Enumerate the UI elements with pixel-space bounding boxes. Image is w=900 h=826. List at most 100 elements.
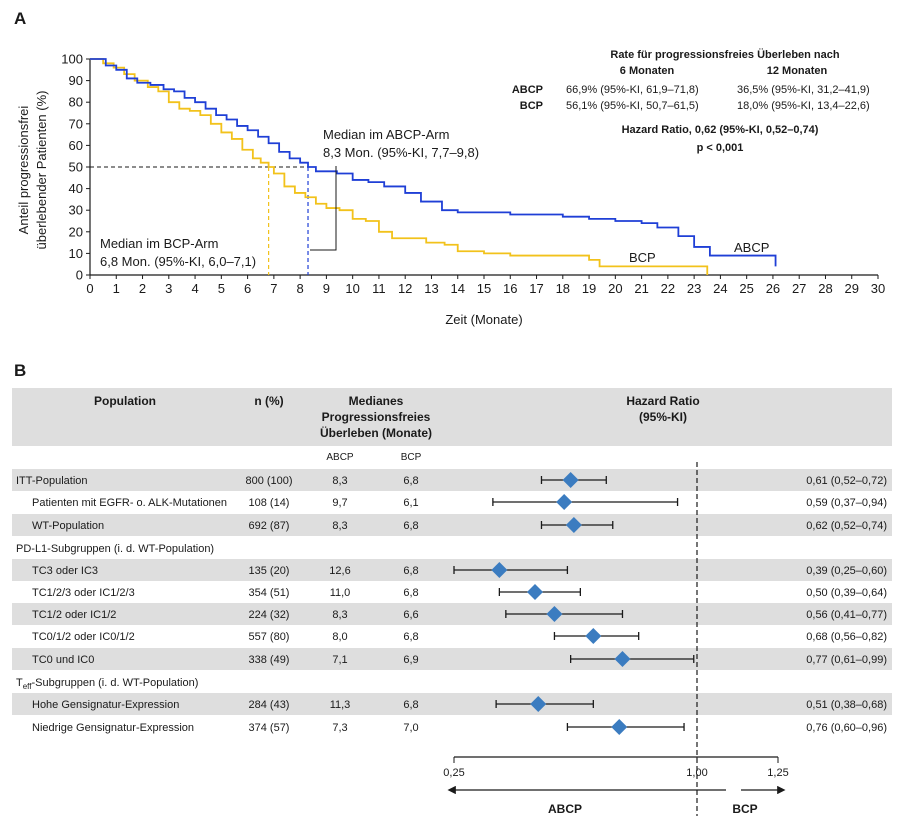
forest-row-median-bcp: 6,8 — [403, 475, 418, 487]
group-teff-title-t: T — [16, 677, 23, 689]
header-median-line1: Medianes — [349, 394, 404, 408]
forest-row-label: ITT-Population — [16, 475, 88, 487]
forest-row: Hohe Gensignatur-Expression 284 (43) 11,3 6… — [12, 693, 892, 715]
km-x-tick-label: 14 — [450, 281, 464, 296]
km-y-ticks: 0 10 20 30 40 50 60 70 80 90 100 — [61, 52, 90, 283]
median-abcp-leader — [310, 166, 337, 251]
header-n: n (%) — [254, 394, 283, 408]
forest-row-band — [12, 648, 892, 670]
forest-row-median-abcp: 8,3 — [332, 609, 347, 621]
forest-row-band — [12, 603, 892, 625]
km-x-tick-label: 16 — [503, 281, 517, 296]
rates-row-abcp-6m: 66,9% (95%-KI, 61,9–71,8) — [566, 84, 699, 96]
forest-hr-marker — [530, 696, 547, 712]
km-y-tick-label: 30 — [69, 203, 83, 218]
subheader-bcp: BCP — [401, 452, 422, 463]
km-x-tick-label: 7 — [270, 281, 277, 296]
forest-row-median-abcp: 11,3 — [330, 699, 351, 711]
forest-row-median-bcp: 6,9 — [403, 654, 418, 666]
subheader-abcp: ABCP — [326, 452, 354, 463]
group-pdl1-title: PD-L1-Subgruppen (i. d. WT-Population) — [16, 543, 214, 555]
km-x-tick-label: 3 — [165, 281, 172, 296]
forest-row-band — [12, 559, 892, 581]
forest-row-median-bcp: 6,6 — [403, 609, 418, 621]
km-x-tick-label: 2 — [139, 281, 146, 296]
km-y-axis-title-line1: Anteil progressionsfrei — [16, 106, 31, 235]
km-x-tick-label: 28 — [818, 281, 832, 296]
forest-row-n: 354 (51) — [249, 587, 290, 599]
forest-row-hr-text: 0,39 (0,25–0,60) — [806, 565, 887, 577]
forest-hr-marker — [565, 517, 582, 533]
median-bcp-label-line1: Median im BCP-Arm — [100, 236, 218, 251]
header-median-line2: Progressionsfreies — [322, 410, 431, 424]
km-y-tick-label: 40 — [69, 181, 83, 196]
forest-hr-marker — [527, 584, 543, 600]
km-x-tick-label: 5 — [218, 281, 225, 296]
forest-row-hr-text: 0,59 (0,37–0,94) — [806, 497, 887, 509]
forest-row-n: 338 (49) — [249, 654, 290, 666]
km-x-ticks: 0 1 2 3 4 5 6 7 8 9 10 11 12 13 14 15 16 17 18 19 20 21 22 23 24… — [86, 275, 885, 296]
forest-row-median-bcp: 6,8 — [403, 565, 418, 577]
curve-label-abcp: ABCP — [734, 240, 769, 255]
forest-header-band — [12, 388, 892, 446]
km-x-tick-label: 25 — [739, 281, 753, 296]
forest-row-hr-text: 0,51 (0,38–0,68) — [806, 699, 887, 711]
median-bcp-label-line2: 6,8 Mon. (95%-KI, 6,0–7,1) — [100, 254, 256, 269]
km-y-axis-title-line2: überlebender Patienten (%) — [34, 91, 49, 250]
forest-row-median-bcp: 6,1 — [403, 497, 418, 509]
forest-row: Patienten mit EGFR- o. ALK-Mutationen 108… — [32, 494, 887, 510]
forest-row-label: Niedrige Gensignatur-Expression — [32, 722, 194, 734]
header-population: Population — [94, 394, 156, 408]
forest-row-label: Patienten mit EGFR- o. ALK-Mutationen — [32, 497, 227, 509]
forest-row-median-abcp: 7,3 — [332, 722, 347, 734]
km-x-tick-label: 4 — [191, 281, 198, 296]
forest-row-label: Hohe Gensignatur-Expression — [32, 699, 179, 711]
header-median-line3: Überleben (Monate) — [320, 425, 432, 440]
forest-row: TC3 oder IC3 135 (20) 12,6 6,8 0,39 (0,25–0,… — [12, 559, 892, 581]
forest-row-median-abcp: 7,1 — [332, 654, 347, 666]
rates-row-bcp-arm: BCP — [520, 100, 543, 112]
km-median-guides — [90, 166, 309, 275]
forest-row-median-bcp: 6,8 — [403, 631, 418, 643]
forest-row-hr-text: 0,76 (0,60–0,96) — [806, 722, 887, 734]
forest-row-label: TC3 oder IC3 — [32, 565, 98, 577]
median-abcp-label-line1: Median im ABCP-Arm — [323, 127, 449, 142]
forest-row-n: 800 (100) — [245, 475, 292, 487]
forest-hr-marker — [546, 606, 563, 622]
forest-row-hr-text: 0,62 (0,52–0,74) — [806, 520, 887, 532]
km-x-tick-label: 23 — [687, 281, 701, 296]
km-x-tick-label: 17 — [529, 281, 543, 296]
km-y-tick-label: 20 — [69, 224, 83, 239]
median-abcp-label-line2: 8,3 Mon. (95%-KI, 7,7–9,8) — [323, 145, 479, 160]
forest-hr-marker — [556, 494, 573, 510]
rates-row-abcp-arm: ABCP — [512, 84, 543, 96]
km-x-tick-label: 8 — [297, 281, 304, 296]
forest-row-band — [12, 469, 892, 491]
panel-b-label: B — [14, 361, 26, 380]
km-x-tick-label: 0 — [86, 281, 93, 296]
km-y-tick-label: 0 — [76, 268, 83, 283]
forest-row-n: 692 (87) — [249, 520, 290, 532]
forest-row-median-abcp: 8,3 — [332, 520, 347, 532]
km-x-tick-label: 6 — [244, 281, 251, 296]
forest-row-median-bcp: 6,8 — [403, 587, 418, 599]
group-teff-title-sub: eff — [23, 682, 33, 691]
forest-row-band — [12, 693, 892, 715]
forest-row-median-abcp: 9,7 — [332, 497, 347, 509]
group-teff-title: Teff-Subgruppen (i. d. WT-Population) — [16, 677, 198, 691]
forest-row-n: 374 (57) — [249, 722, 290, 734]
km-x-tick-label: 30 — [871, 281, 885, 296]
km-x-tick-label: 22 — [661, 281, 675, 296]
forest-row-hr-text: 0,56 (0,41–0,77) — [806, 609, 887, 621]
forest-plot: Population n (%) Medianes Progressionsfr… — [12, 388, 892, 816]
km-x-tick-label: 18 — [556, 281, 570, 296]
km-y-tick-label: 100 — [61, 52, 83, 67]
forest-rows: ITT-Population 800 (100) 8,3 6,8 0,61 (0,52–… — [12, 469, 892, 735]
group-teff-title-rest: -Subgruppen (i. d. WT-Population) — [31, 677, 198, 689]
forest-row-hr-text: 0,50 (0,39–0,64) — [806, 587, 887, 599]
forest-row: TC1/2/3 oder IC1/2/3 354 (51) 11,0 6,8 0,50 … — [32, 584, 887, 600]
forest-row-label: TC1/2/3 oder IC1/2/3 — [32, 587, 135, 599]
rates-title: Rate für progressionsfreies Überleben na… — [610, 48, 840, 61]
